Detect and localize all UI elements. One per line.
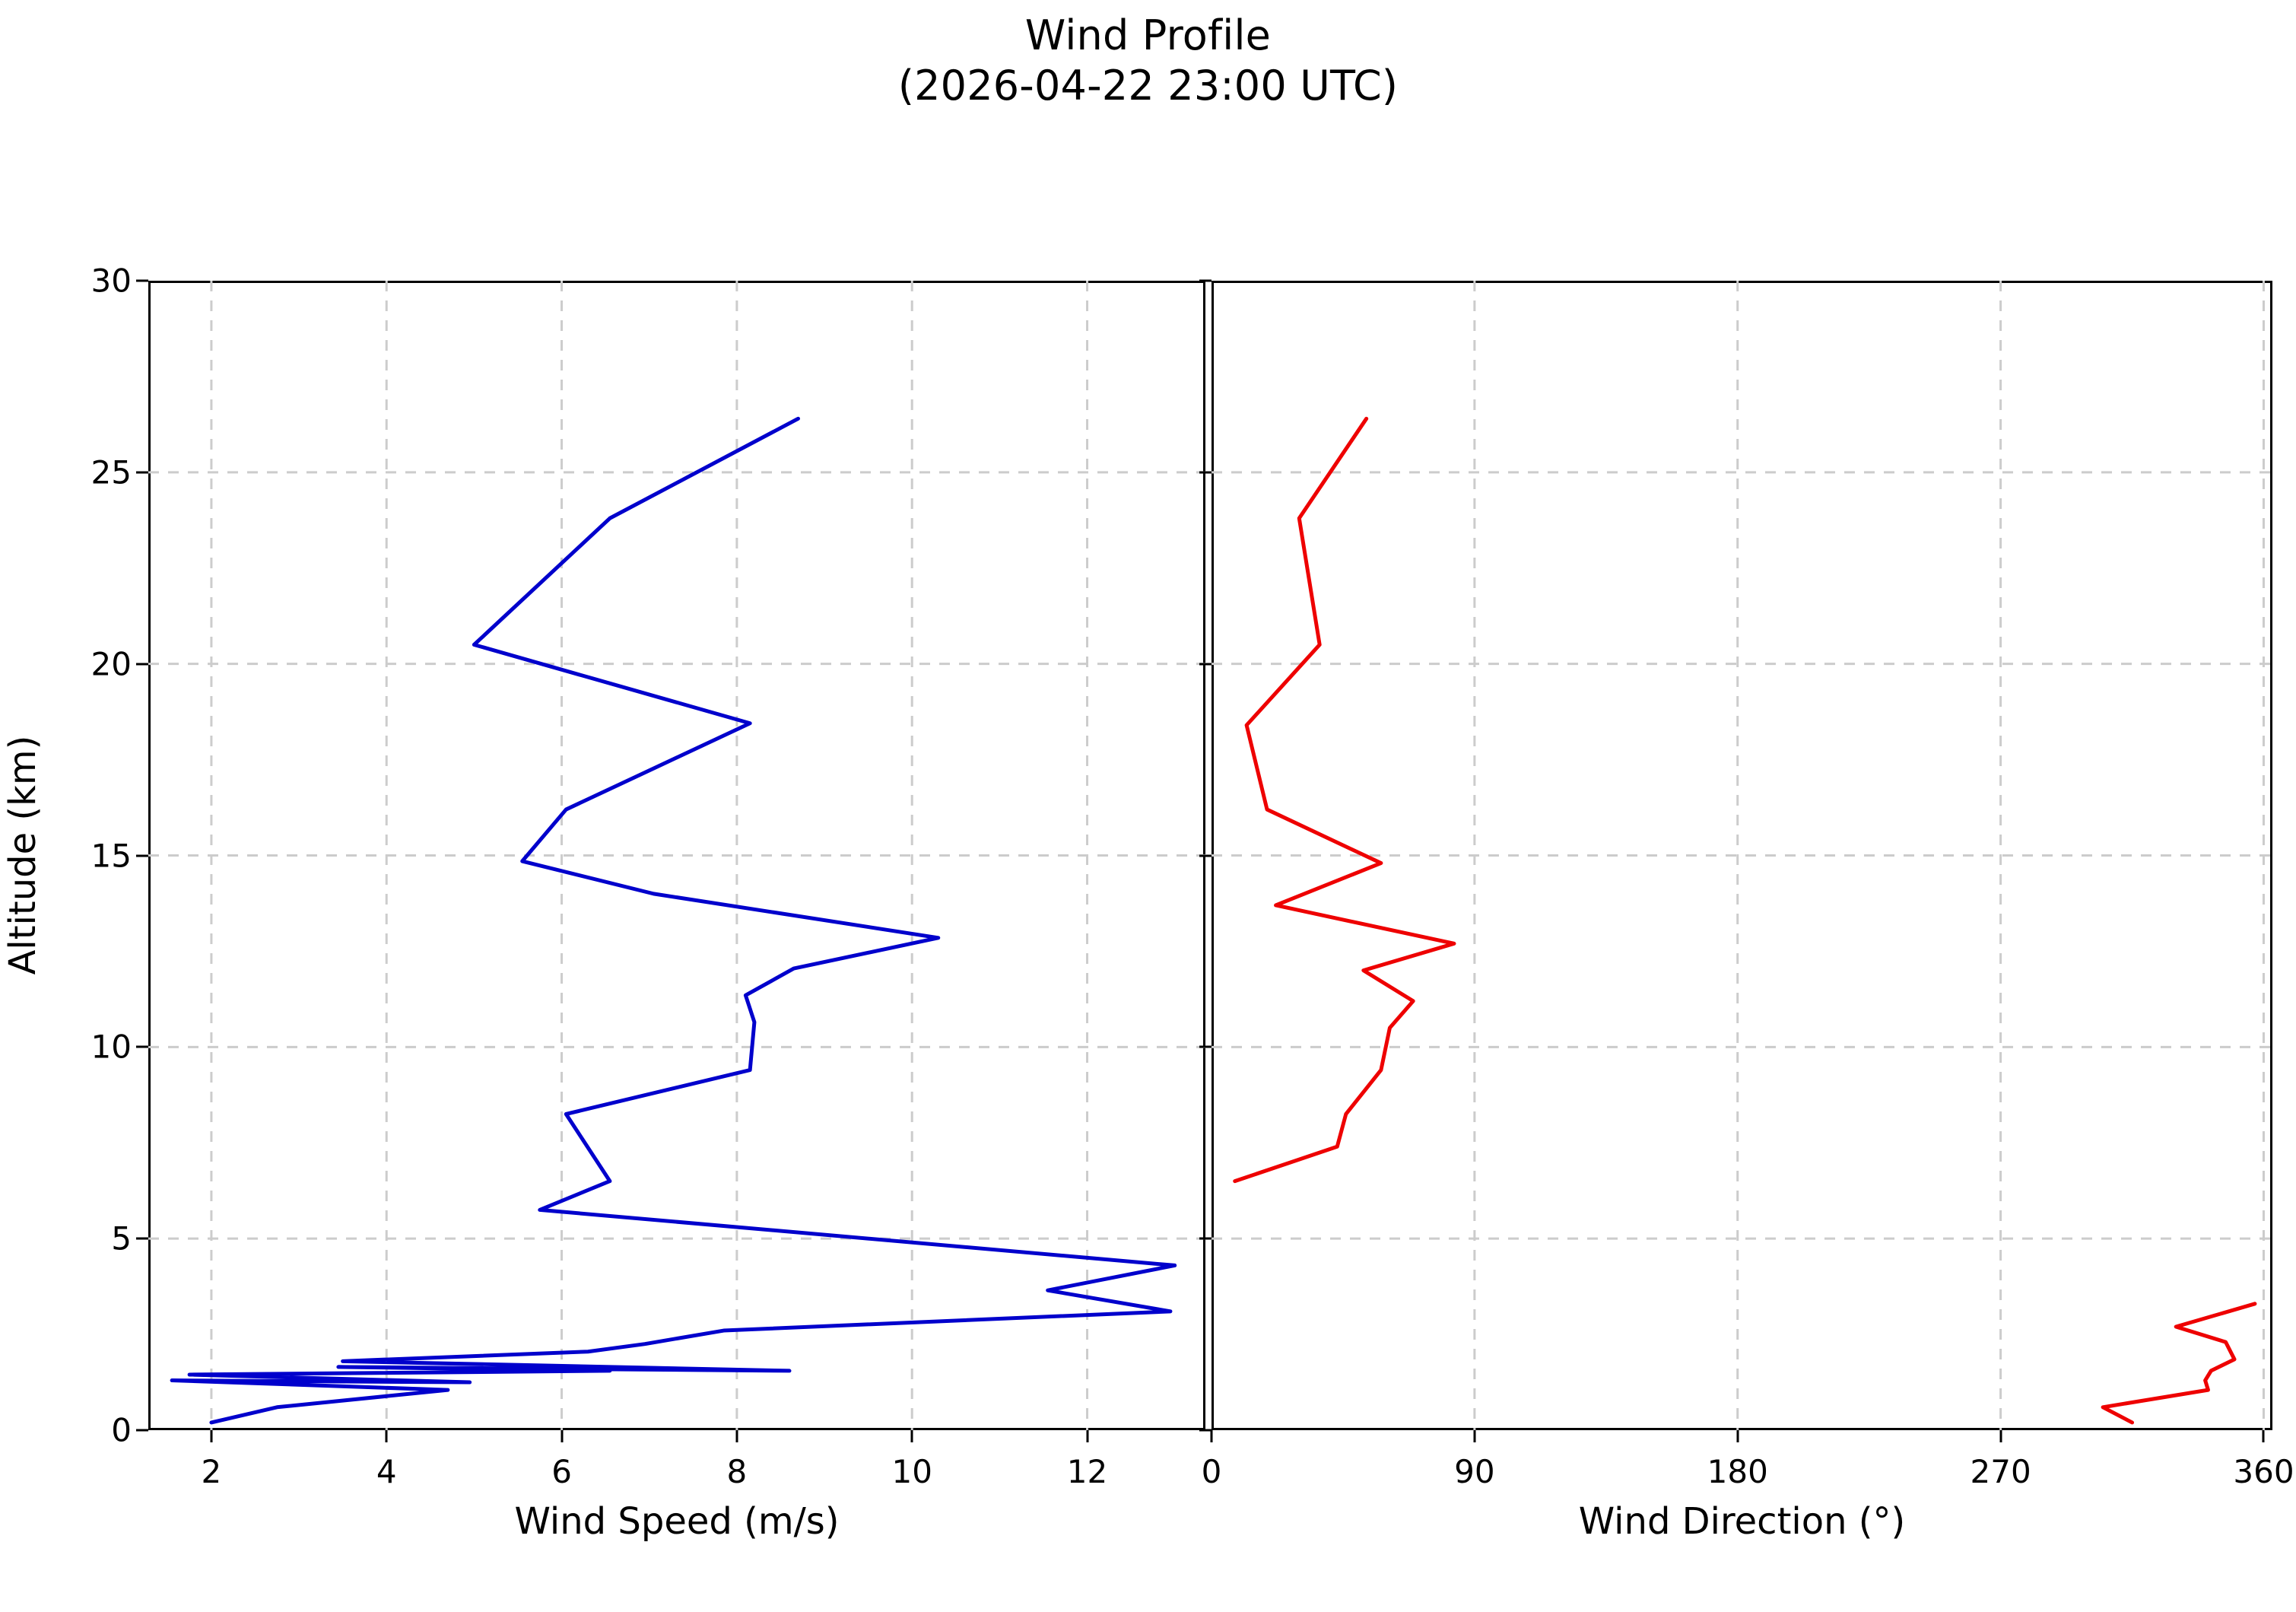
x-tickmark — [2262, 1430, 2265, 1442]
y-tickmark — [136, 279, 148, 282]
y-tick-label: 20 — [91, 645, 132, 683]
y-tick-label: 0 — [111, 1411, 132, 1449]
y-tickmark — [1199, 279, 1212, 282]
x-tick-label: 12 — [1066, 1453, 1108, 1490]
x-tick-label: 8 — [726, 1453, 748, 1490]
y-tickmark — [136, 1429, 148, 1432]
wind-direction-line — [1233, 416, 2257, 1425]
x-tick-label: 90 — [1454, 1453, 1495, 1490]
y-tickmark — [136, 854, 148, 857]
wind-speed-axis-title: Wind Speed (m/s) — [514, 1500, 840, 1543]
wind-speed-panel: 2 4 6 8 10 12 0 5 10 15 20 25 30 Wind Speed (m/s) Al… — [2, 262, 1205, 1543]
y-tick-label: 25 — [91, 453, 132, 491]
wind-direction-panel: 0 90 180 270 360 Wind Direction (°) — [1199, 279, 2294, 1543]
wind-speed-gridlines — [148, 281, 1205, 1430]
y-tickmark — [1199, 854, 1212, 857]
x-tick-label: 10 — [891, 1453, 932, 1490]
x-tick-label: 270 — [1970, 1453, 2031, 1490]
y-tickmark — [1199, 1237, 1212, 1240]
x-tickmark — [910, 1430, 913, 1442]
y-tickmark — [136, 663, 148, 666]
altitude-axis-title: Altitude (km) — [2, 735, 44, 975]
x-tickmark — [1999, 1430, 2002, 1442]
y-tick-label: 15 — [91, 837, 132, 874]
x-tickmark — [1736, 1430, 1739, 1442]
y-tick-label: 5 — [111, 1219, 132, 1257]
x-tickmark — [210, 1430, 213, 1442]
x-tick-label: 2 — [201, 1453, 222, 1490]
x-tickmark — [1210, 1430, 1213, 1442]
x-tickmark — [561, 1430, 564, 1442]
x-tick-label: 6 — [551, 1453, 572, 1490]
x-tickmark — [1473, 1430, 1476, 1442]
y-tickmark — [1199, 471, 1212, 474]
y-tickmark — [1199, 663, 1212, 666]
x-tickmark — [385, 1430, 388, 1442]
y-tick-label: 10 — [91, 1028, 132, 1066]
wind-direction-axis-title: Wind Direction (°) — [1578, 1500, 1906, 1543]
x-tick-label: 180 — [1707, 1453, 1768, 1490]
x-tick-label: 360 — [2233, 1453, 2294, 1490]
x-tick-label: 4 — [376, 1453, 397, 1490]
y-tickmark — [1199, 1429, 1212, 1432]
y-tickmark — [136, 1237, 148, 1240]
x-tick-label: 0 — [1201, 1453, 1222, 1490]
wind-speed-line — [170, 416, 1177, 1425]
y-tickmark — [136, 1045, 148, 1048]
y-tick-label: 30 — [91, 262, 132, 300]
x-tickmark — [1086, 1430, 1089, 1442]
y-tickmark — [136, 471, 148, 474]
figure-title: Wind Profile (2026-04-22 23:00 UTC) — [897, 11, 1399, 110]
x-tickmark — [735, 1430, 738, 1442]
y-tickmark — [1199, 1045, 1212, 1048]
wind-direction-gridlines — [1212, 281, 2272, 1430]
